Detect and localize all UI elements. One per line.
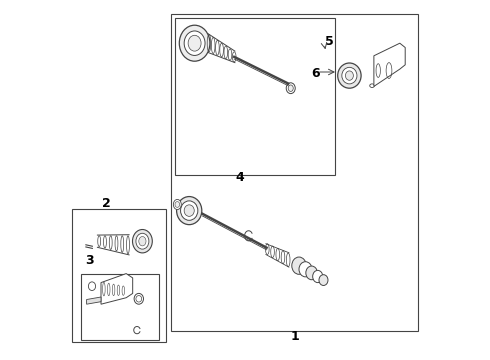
- Ellipse shape: [299, 262, 312, 277]
- Ellipse shape: [176, 197, 202, 225]
- Ellipse shape: [180, 201, 198, 220]
- Ellipse shape: [139, 237, 146, 246]
- Ellipse shape: [184, 205, 194, 216]
- Ellipse shape: [338, 63, 361, 88]
- Text: 3: 3: [85, 255, 94, 267]
- Ellipse shape: [292, 257, 306, 274]
- Text: 4: 4: [235, 171, 244, 184]
- Ellipse shape: [345, 71, 353, 80]
- Ellipse shape: [313, 270, 323, 283]
- Text: 5: 5: [325, 35, 334, 48]
- Polygon shape: [374, 43, 405, 86]
- Ellipse shape: [132, 230, 152, 253]
- Ellipse shape: [288, 85, 293, 91]
- Text: 6: 6: [311, 67, 319, 80]
- Text: 2: 2: [102, 197, 111, 210]
- Ellipse shape: [184, 31, 205, 55]
- Polygon shape: [87, 297, 101, 304]
- Ellipse shape: [179, 25, 210, 61]
- Ellipse shape: [306, 266, 318, 280]
- Ellipse shape: [286, 83, 295, 94]
- Ellipse shape: [136, 233, 149, 249]
- Ellipse shape: [173, 199, 181, 210]
- Polygon shape: [101, 274, 133, 304]
- Ellipse shape: [175, 202, 180, 207]
- Ellipse shape: [342, 67, 357, 84]
- Bar: [171, 14, 418, 331]
- Text: 1: 1: [291, 330, 300, 343]
- Bar: [72, 209, 166, 342]
- Ellipse shape: [319, 275, 328, 285]
- Bar: [175, 18, 335, 175]
- Ellipse shape: [188, 35, 201, 51]
- Bar: [81, 274, 159, 340]
